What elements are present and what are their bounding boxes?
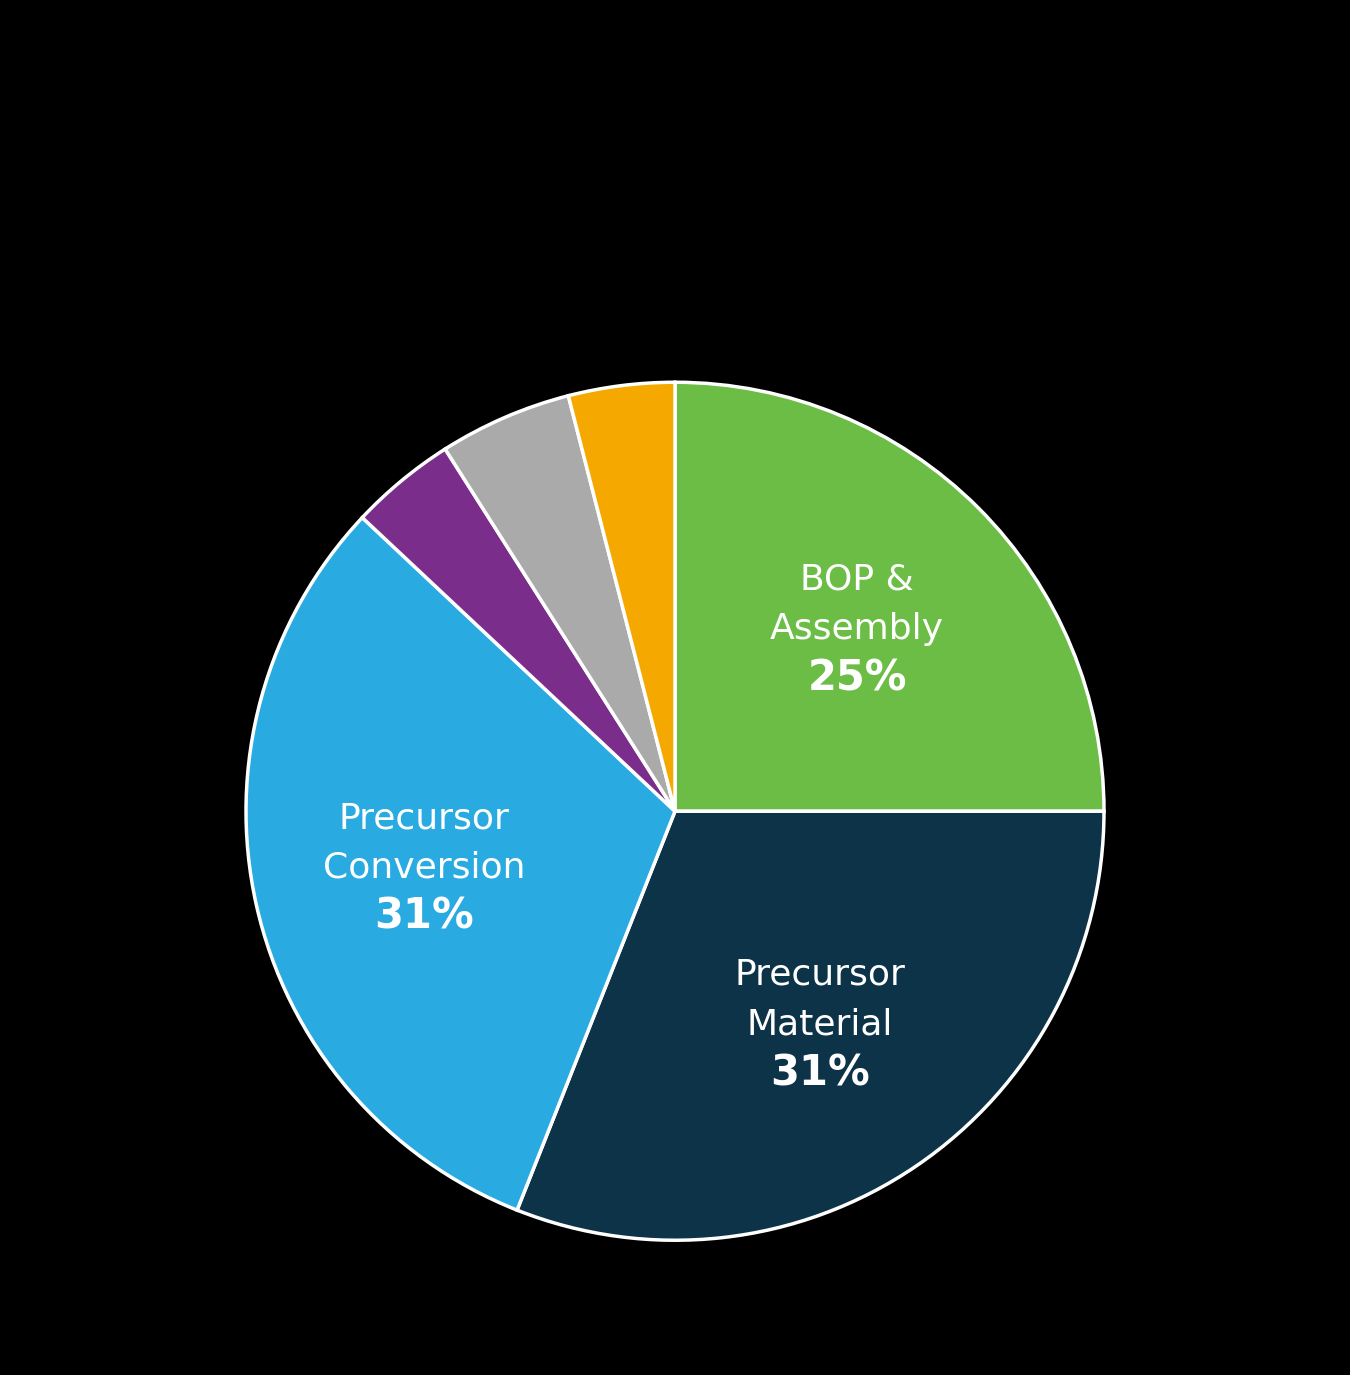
Wedge shape [517,811,1104,1240]
Text: Material: Material [747,1006,892,1041]
Text: Precursor: Precursor [339,802,509,835]
Text: BOP &: BOP & [801,562,914,597]
Text: 31%: 31% [374,895,474,938]
Text: Conversion: Conversion [323,850,525,884]
Wedge shape [568,382,675,811]
Wedge shape [246,517,675,1210]
Wedge shape [675,382,1104,811]
Wedge shape [362,450,675,811]
Text: Assembly: Assembly [769,612,944,646]
Text: 25%: 25% [807,657,907,700]
Wedge shape [446,396,675,811]
Text: 31%: 31% [769,1052,869,1094]
Text: Precursor: Precursor [734,958,905,991]
